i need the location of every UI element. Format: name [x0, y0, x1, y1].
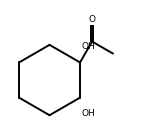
Text: OH: OH — [81, 42, 95, 51]
Text: OH: OH — [81, 109, 95, 118]
Text: O: O — [89, 15, 96, 24]
